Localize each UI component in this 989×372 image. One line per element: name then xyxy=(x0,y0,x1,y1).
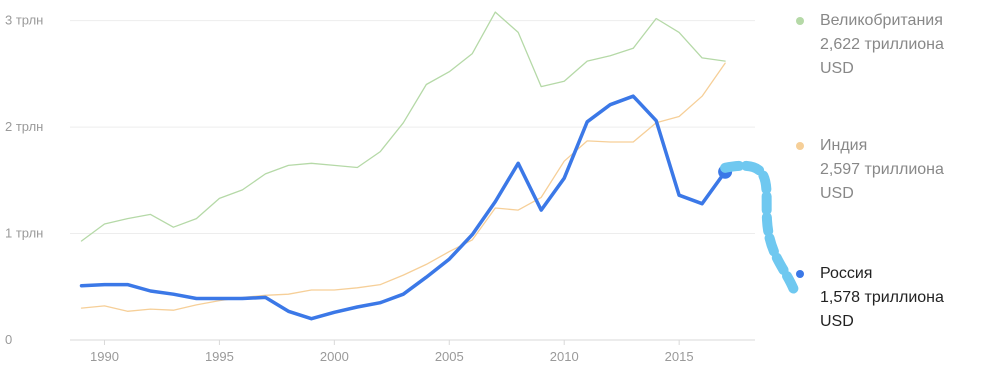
legend-name: Россия xyxy=(820,265,873,282)
y-tick-label: 0 xyxy=(5,332,12,347)
legend-name: Великобритания xyxy=(820,12,943,29)
legend-unit: USD xyxy=(820,313,854,330)
line-uk xyxy=(80,11,726,242)
highlight-marker xyxy=(718,164,733,179)
legend-value: 1,578 триллиона xyxy=(820,289,944,306)
legend-unit: USD xyxy=(820,185,854,202)
y-axis-ticks: 0 1 трлн 2 трлн 3 трлн xyxy=(5,13,43,347)
legend-dot-india xyxy=(796,142,804,150)
point-marker-russia xyxy=(718,164,733,179)
y-tick-label: 2 трлн xyxy=(5,119,43,134)
line-russia xyxy=(79,94,727,321)
x-axis-ticks: 1990 1995 2000 2005 2010 2015 xyxy=(90,340,694,364)
legend-dot-uk xyxy=(796,17,804,25)
x-tick-label: 2015 xyxy=(665,349,694,364)
x-tick-label: 1995 xyxy=(205,349,234,364)
x-tick-label: 2000 xyxy=(320,349,349,364)
gridlines xyxy=(70,20,755,341)
y-tick-label: 1 трлн xyxy=(5,226,43,241)
legend-value: 2,622 триллиона xyxy=(820,36,944,53)
series-lines xyxy=(79,11,727,321)
gdp-line-chart: 0 1 трлн 2 трлн 3 трлн 1990 1995 2000 2005 2010… xyxy=(5,11,755,364)
line-india xyxy=(80,62,726,312)
legend-text-russia: Россия 1,578 триллиона USD xyxy=(820,262,944,334)
x-tick-label: 1990 xyxy=(90,349,119,364)
legend-text-uk: Великобритания 2,622 триллиона USD xyxy=(820,9,944,81)
legend: Великобритания 2,622 триллиона USD Индия… xyxy=(790,0,989,372)
x-tick-label: 2010 xyxy=(550,349,579,364)
legend-text-india: Индия 2,597 триллиона USD xyxy=(820,134,944,206)
y-tick-label: 3 трлн xyxy=(5,13,43,28)
legend-value: 2,597 триллиона xyxy=(820,161,944,178)
x-tick-label: 2005 xyxy=(435,349,464,364)
legend-unit: USD xyxy=(820,60,854,77)
legend-name: Индия xyxy=(820,137,868,154)
legend-dot-russia xyxy=(796,270,804,278)
